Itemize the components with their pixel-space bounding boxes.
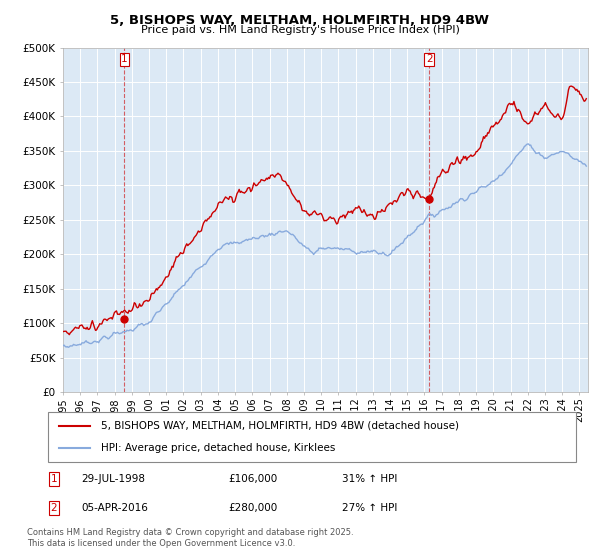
Text: £280,000: £280,000: [228, 503, 277, 513]
Text: 29-JUL-1998: 29-JUL-1998: [81, 474, 145, 484]
Text: Price paid vs. HM Land Registry's House Price Index (HPI): Price paid vs. HM Land Registry's House …: [140, 25, 460, 35]
FancyBboxPatch shape: [48, 412, 576, 462]
Text: 1: 1: [121, 54, 128, 64]
Text: HPI: Average price, detached house, Kirklees: HPI: Average price, detached house, Kirk…: [101, 443, 335, 453]
Text: £106,000: £106,000: [228, 474, 277, 484]
Text: 2: 2: [50, 503, 58, 513]
Text: 27% ↑ HPI: 27% ↑ HPI: [342, 503, 397, 513]
Text: 05-APR-2016: 05-APR-2016: [81, 503, 148, 513]
Text: 31% ↑ HPI: 31% ↑ HPI: [342, 474, 397, 484]
Text: 5, BISHOPS WAY, MELTHAM, HOLMFIRTH, HD9 4BW: 5, BISHOPS WAY, MELTHAM, HOLMFIRTH, HD9 …: [110, 14, 490, 27]
Text: 1: 1: [50, 474, 58, 484]
Text: 2: 2: [426, 54, 433, 64]
Text: Contains HM Land Registry data © Crown copyright and database right 2025.
This d: Contains HM Land Registry data © Crown c…: [27, 528, 353, 548]
Text: 5, BISHOPS WAY, MELTHAM, HOLMFIRTH, HD9 4BW (detached house): 5, BISHOPS WAY, MELTHAM, HOLMFIRTH, HD9 …: [101, 421, 459, 431]
